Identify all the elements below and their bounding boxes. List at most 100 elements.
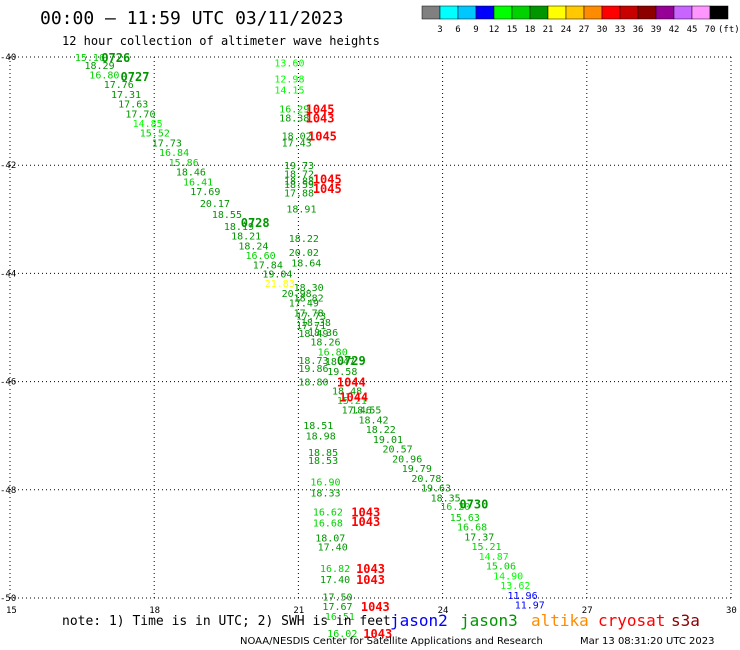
swh-observation: 18.88 [284,176,314,187]
colorbar-tick-label: 39 [651,25,662,35]
swh-observation: 17.37 [464,532,494,543]
swh-observation: 16.80 [318,347,348,358]
colorbar-swatch [457,5,477,20]
swh-observation: 18.07 [315,533,345,544]
y-tick-label: -42 [0,161,16,171]
swh-observation: 18.33 [310,489,340,500]
colorbar-swatch [565,5,585,20]
colorbar-tick-label: 21 [543,25,554,35]
cryosat-time-label: 1043 [356,573,385,587]
colorbar-unit-label: (ft) [718,25,740,35]
swh-observation: 14.15 [274,85,304,96]
colorbar-swatch [655,5,675,20]
swh-observation: 18.48 [332,386,362,397]
colorbar-swatch [493,5,513,20]
swh-observation: 19.79 [402,464,432,475]
swh-observation: 18.35 [431,493,461,504]
colorbar-swatch [529,5,549,20]
swh-observation: 15.21 [337,396,367,407]
x-tick-label: 27 [582,606,593,616]
y-tick-label: -48 [0,486,16,496]
colorbar-swatch [619,5,639,20]
cryosat-time-label: 1043 [356,562,385,576]
cryosat-time-label: 1043 [351,515,380,529]
swh-observation: 15.21 [471,542,501,553]
swh-observation: 17.46 [342,406,372,417]
swh-observation: 17.69 [190,187,220,198]
swh-observation: 18.51 [303,421,333,432]
swh-observation: 17.70 [125,109,155,120]
colorbar-tick-label: 18 [525,25,536,35]
swh-observation: 18.21 [231,232,261,243]
generated-timestamp: Mar 13 08:31:20 UTC 2023 [580,636,715,647]
cryosat-time-label: 1044 [339,391,368,405]
cryosat-time-label: 1045 [313,182,342,196]
swh-observation: 18.98 [306,432,336,443]
swh-observation: 15.06 [486,562,516,573]
swh-observation: 16.60 [246,251,276,262]
swh-observation: 20.96 [392,454,422,465]
colorbar-swatch [439,5,459,20]
swh-observation: 16.41 [183,177,213,188]
swh-observation: 18.24 [238,241,268,252]
swh-observation: 19.73 [284,161,314,172]
swh-observation: 17.78 [294,308,324,319]
colorbar-tick-label: 24 [561,25,572,35]
cryosat-time-label: 1043 [363,627,392,641]
y-tick-label: -40 [0,53,16,63]
colorbar-swatch [637,5,657,20]
colorbar-swatch [583,5,603,20]
cryosat-time-label: 1043 [351,505,380,519]
swh-observation: 18.82 [294,294,324,305]
chart-title: 00:00 – 11:59 UTC 03/11/2023 [40,8,343,29]
colorbar-tick-label: 15 [507,25,518,35]
swh-observation: 16.02 [327,629,357,640]
x-tick-label: 18 [149,606,160,616]
swh-observation: 20.02 [289,248,319,259]
colorbar-tick-label: 27 [579,25,590,35]
swh-observation: 18.46 [176,168,206,179]
swh-observation: 16.29 [279,104,309,115]
swh-observation: 17.73 [152,138,182,149]
colorbar-tick-label: 45 [687,25,698,35]
swh-observation: 15.63 [450,513,480,524]
cryosat-time-label: 1045 [308,129,337,143]
swh-observation: 19.01 [373,435,403,446]
colorbar-swatch [511,5,531,20]
pass-time-label: 0726 [101,51,130,65]
x-tick-label: 15 [6,606,17,616]
colorbar-tick-label: 9 [473,25,478,35]
swh-observation: 17.88 [284,188,314,199]
colorbar-swatch [601,5,621,20]
swh-observation: 19.04 [262,269,292,280]
swh-observation: 17.40 [318,543,348,554]
colorbar-tick-label: 33 [615,25,626,35]
wave-height-observations: 15.1618.2916.8017.7617.3117.6317.7014.85… [75,53,545,640]
credit-text: NOAA/NESDIS Center for Satellite Applica… [240,636,543,647]
swh-observation: 16.82 [320,564,350,575]
swh-observation: 11.97 [515,600,545,611]
swh-observation: 14.85 [133,119,163,130]
swh-observation: 20.78 [411,474,441,485]
cryosat-time-label: 1045 [313,173,342,187]
swh-observation: 17.84 [253,261,283,272]
pass-time-label: 0729 [337,354,366,368]
colorbar-swatch [673,5,693,20]
swh-observation: 18.29 [85,61,115,72]
swh-observation: 18.02 [282,131,312,142]
swh-observation: 20.17 [200,199,230,210]
pass-time-label: 0728 [241,216,270,230]
swh-observation: 17.71 [296,321,326,332]
swh-observation: 15.16 [75,53,105,64]
x-tick-label: 30 [726,606,737,616]
y-tick-label: -50 [0,594,16,604]
swh-observation: 18.91 [286,204,316,215]
satellite-legend: jason2 jason3 altika cryosat s3a [390,611,700,630]
swh-observation: 18.38 [301,318,331,329]
swh-observation: 18.26 [310,338,340,349]
cryosat-time-label: 1044 [337,376,366,390]
swh-observation: 13.62 [500,581,530,592]
swh-observation: 18.73 [298,356,328,367]
swh-observation: 18.80 [298,378,328,389]
